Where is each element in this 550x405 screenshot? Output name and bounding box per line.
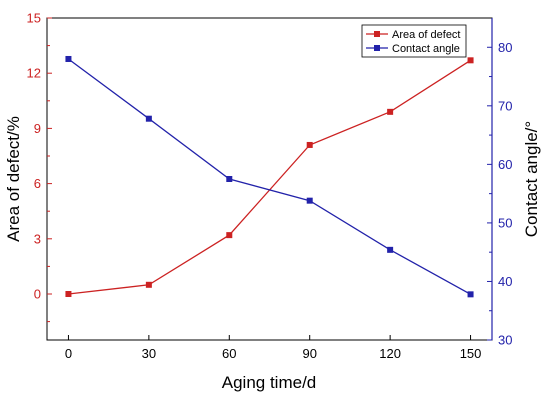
- y-right-tick-label-50: 50: [498, 215, 512, 230]
- legend-label-contact-angle: Contact angle: [392, 43, 460, 55]
- x-tick-label-90: 90: [302, 346, 316, 361]
- legend: Area of defect Contact angle: [361, 24, 467, 58]
- x-axis-title: Aging time/d: [222, 373, 317, 392]
- y-axis-left-title: Area of defect/%: [4, 116, 23, 242]
- data-point-area-of-defect: [387, 108, 394, 115]
- y-right-tick-label-30: 30: [498, 333, 512, 348]
- y-left-tick-label-0: 0: [34, 287, 41, 302]
- y-left-tick-label-12: 12: [27, 66, 41, 81]
- y-left-tick-label-15: 15: [27, 11, 41, 26]
- data-point-contact-angle: [467, 291, 474, 298]
- axis-ticks: 0 30 60 90 120 150 0 3 6 9 12 15 30 40 50 60 70 80: [27, 11, 513, 362]
- y-right-tick-label-40: 40: [498, 274, 512, 289]
- legend-box: [361, 24, 467, 58]
- plot-frame: [46, 17, 493, 341]
- data-point-area-of-defect: [467, 57, 474, 64]
- x-tick-label-0: 0: [65, 346, 72, 361]
- data-point-contact-angle: [65, 55, 72, 62]
- data-point-area-of-defect: [65, 291, 72, 297]
- data-point-contact-angle: [306, 197, 313, 204]
- y-axis-right-title: Contact angle/°: [522, 121, 541, 237]
- legend-marker-area-of-defect: [374, 31, 380, 37]
- data-point-contact-angle: [226, 176, 233, 182]
- legend-marker-contact-angle: [374, 45, 380, 51]
- x-tick-label-60: 60: [222, 346, 236, 361]
- data-point-area-of-defect: [306, 141, 313, 148]
- series-line-contact-angle: [68, 58, 471, 295]
- series-layer: [65, 55, 474, 298]
- series-line-area-of-defect: [68, 59, 471, 295]
- y-left-tick-label-6: 6: [34, 176, 41, 191]
- y-right-tick-label-60: 60: [498, 157, 512, 172]
- data-point-contact-angle: [145, 115, 152, 122]
- y-right-tick-label-70: 70: [498, 98, 512, 113]
- data-point-area-of-defect: [226, 232, 233, 239]
- x-tick-label-120: 120: [379, 346, 401, 361]
- y-right-tick-label-80: 80: [498, 40, 512, 55]
- y-left-tick-label-3: 3: [34, 231, 41, 246]
- y-left-tick-label-9: 9: [34, 121, 41, 136]
- legend-label-area-of-defect: Area of defect: [392, 29, 461, 41]
- x-tick-label-30: 30: [142, 346, 156, 361]
- data-point-area-of-defect: [145, 281, 152, 288]
- data-point-contact-angle: [387, 246, 394, 253]
- x-tick-label-150: 150: [460, 346, 482, 361]
